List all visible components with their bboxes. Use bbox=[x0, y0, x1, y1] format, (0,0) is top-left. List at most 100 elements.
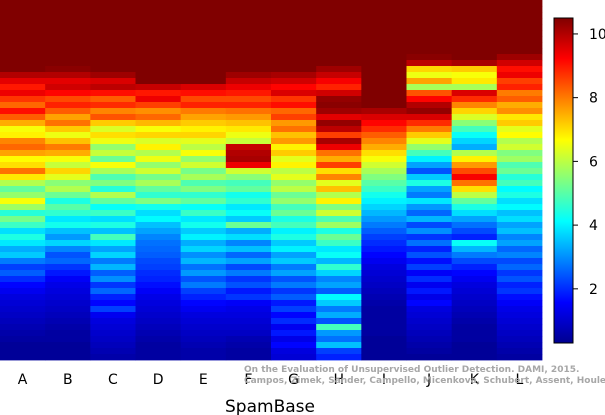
heatmap-cell bbox=[271, 102, 317, 109]
heatmap-cell bbox=[406, 168, 453, 175]
heatmap-cell bbox=[406, 216, 453, 223]
heatmap-cell bbox=[496, 108, 543, 115]
heatmap-cell bbox=[90, 36, 136, 43]
heatmap-cell bbox=[135, 348, 182, 355]
heatmap-cell bbox=[316, 186, 362, 193]
heatmap-cell bbox=[90, 276, 136, 283]
heatmap-cell bbox=[451, 24, 498, 31]
heatmap-cell bbox=[45, 132, 91, 139]
x-tick-label: H bbox=[334, 372, 345, 388]
heatmap-cell bbox=[90, 114, 136, 121]
heatmap-cell bbox=[496, 66, 543, 73]
heatmap-cell bbox=[451, 102, 498, 109]
heatmap-cell bbox=[135, 108, 182, 115]
heatmap-cell bbox=[271, 162, 317, 169]
heatmap-cell bbox=[45, 42, 91, 49]
heatmap-cell bbox=[406, 114, 453, 121]
heatmap-cell bbox=[0, 96, 46, 103]
heatmap-cell bbox=[361, 216, 407, 223]
heatmap-cell bbox=[135, 294, 182, 301]
heatmap-cell bbox=[361, 132, 407, 139]
heatmap-cell bbox=[316, 30, 362, 37]
heatmap-cell bbox=[90, 126, 136, 133]
heatmap-cell bbox=[180, 258, 227, 265]
heatmap-cell bbox=[496, 294, 543, 301]
heatmap-cell bbox=[45, 144, 91, 151]
heatmap-cell bbox=[496, 138, 543, 145]
heatmap-cell bbox=[0, 18, 46, 25]
heatmap-cell bbox=[316, 306, 362, 313]
heatmap-cell bbox=[451, 42, 498, 49]
heatmap-cell bbox=[271, 336, 317, 343]
heatmap-cell bbox=[271, 96, 317, 103]
colorbar-gradient bbox=[553, 17, 574, 344]
heatmap-cell bbox=[225, 216, 272, 223]
heatmap-cell bbox=[135, 0, 182, 7]
heatmap-cell bbox=[271, 312, 317, 319]
heatmap-cell bbox=[45, 114, 91, 121]
heatmap-cell bbox=[45, 0, 91, 7]
heatmap-cell bbox=[45, 108, 91, 115]
heatmap-cell bbox=[406, 78, 453, 85]
heatmap-cell bbox=[0, 252, 46, 259]
heatmap-cell bbox=[0, 180, 46, 187]
heatmap-cell bbox=[361, 192, 407, 199]
heatmap-cell bbox=[406, 234, 453, 241]
heatmap-cell bbox=[361, 180, 407, 187]
heatmap-cell bbox=[451, 288, 498, 295]
heatmap-cell bbox=[271, 174, 317, 181]
heatmap-cell bbox=[316, 234, 362, 241]
heatmap-cell bbox=[361, 306, 407, 313]
heatmap-cell bbox=[180, 240, 227, 247]
heatmap-cell bbox=[496, 150, 543, 157]
heatmap-cell bbox=[225, 108, 272, 115]
heatmap-cell bbox=[180, 276, 227, 283]
heatmap-cell bbox=[180, 54, 227, 61]
heatmap-cell bbox=[45, 306, 91, 313]
heatmap-cell bbox=[225, 138, 272, 145]
heatmap-cell bbox=[180, 216, 227, 223]
heatmap-cell bbox=[496, 24, 543, 31]
heatmap-cell bbox=[135, 138, 182, 145]
heatmap-cell bbox=[316, 108, 362, 115]
heatmap-cell bbox=[496, 234, 543, 241]
heatmap-cell bbox=[316, 192, 362, 199]
heatmap-cell bbox=[451, 312, 498, 319]
heatmap-cell bbox=[271, 216, 317, 223]
heatmap-cell bbox=[135, 258, 182, 265]
heatmap-cell bbox=[90, 162, 136, 169]
heatmap-cell bbox=[225, 288, 272, 295]
heatmap-cell bbox=[0, 138, 46, 145]
heatmap-cell bbox=[90, 282, 136, 289]
heatmap-cell bbox=[0, 174, 46, 181]
heatmap-cell bbox=[271, 78, 317, 85]
heatmap-cell bbox=[406, 162, 453, 169]
colorbar: 2 4 6 8 10 bbox=[553, 17, 605, 344]
heatmap-cell bbox=[225, 174, 272, 181]
heatmap-cell bbox=[361, 348, 407, 355]
heatmap-cell bbox=[135, 174, 182, 181]
heatmap-cell bbox=[496, 0, 543, 7]
heatmap-cell bbox=[361, 282, 407, 289]
heatmap-cell bbox=[406, 312, 453, 319]
heatmap-cell bbox=[135, 36, 182, 43]
heatmap-cell bbox=[496, 36, 543, 43]
heatmap-cell bbox=[451, 324, 498, 331]
heatmap-cell bbox=[90, 156, 136, 163]
heatmap-cell bbox=[90, 6, 136, 13]
heatmap-cell bbox=[316, 276, 362, 283]
heatmap-cell bbox=[496, 354, 543, 361]
heatmap-cell bbox=[180, 108, 227, 115]
heatmap-cell bbox=[45, 156, 91, 163]
heatmap-cell bbox=[225, 48, 272, 55]
heatmap-cell bbox=[135, 210, 182, 217]
heatmap-cell bbox=[225, 6, 272, 13]
heatmap-cell bbox=[0, 144, 46, 151]
heatmap-cell bbox=[225, 120, 272, 127]
heatmap-cell bbox=[496, 186, 543, 193]
heatmap-cell bbox=[271, 18, 317, 25]
heatmap-cell bbox=[361, 276, 407, 283]
heatmap-cell bbox=[45, 336, 91, 343]
heatmap-cell bbox=[316, 42, 362, 49]
heatmap-cell bbox=[135, 342, 182, 349]
